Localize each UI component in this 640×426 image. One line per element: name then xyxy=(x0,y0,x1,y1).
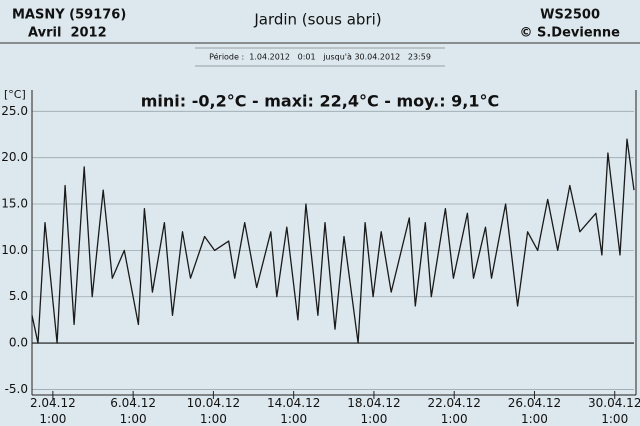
y-tick-label: 25.0 xyxy=(1,104,28,118)
period: Période : 1.04.2012 0:01 jusqu'à 30.04.2… xyxy=(209,52,431,62)
y-tick-label: -5.0 xyxy=(5,382,28,396)
device: WS2500 xyxy=(540,8,600,23)
y-tick-label: 20.0 xyxy=(1,150,28,164)
x-tick-label: 18.04.12 1:00 xyxy=(347,396,400,426)
x-tick-label: 26.04.12 1:00 xyxy=(508,396,561,426)
y-axis-label: [°C] xyxy=(4,88,26,101)
y-tick-label: 0.0 xyxy=(9,336,28,350)
x-tick-label: 22.04.12 1:00 xyxy=(427,396,480,426)
subtitle: mini: -0,2°C - maxi: 22,4°C - moy.: 9,1°… xyxy=(141,92,500,111)
x-tick-label: 2.04.12 1:00 xyxy=(30,396,76,426)
author: © S.Devienne xyxy=(519,26,620,41)
y-tick-label: 15.0 xyxy=(1,197,28,211)
x-tick-label: 6.04.12 1:00 xyxy=(110,396,156,426)
temperature-line xyxy=(31,138,635,344)
month: Avril 2012 xyxy=(28,26,107,41)
y-tick-label: 5.0 xyxy=(9,289,28,303)
station: MASNY (59176) xyxy=(12,8,126,23)
x-tick-label: 14.04.12 1:00 xyxy=(267,396,320,426)
chart-title: Jardin (sous abri) xyxy=(253,11,381,29)
y-tick-label: 10.0 xyxy=(1,243,28,257)
x-tick-label: 10.04.12 1:00 xyxy=(187,396,240,426)
x-tick-label: 30.04.12 1:00 xyxy=(588,396,640,426)
